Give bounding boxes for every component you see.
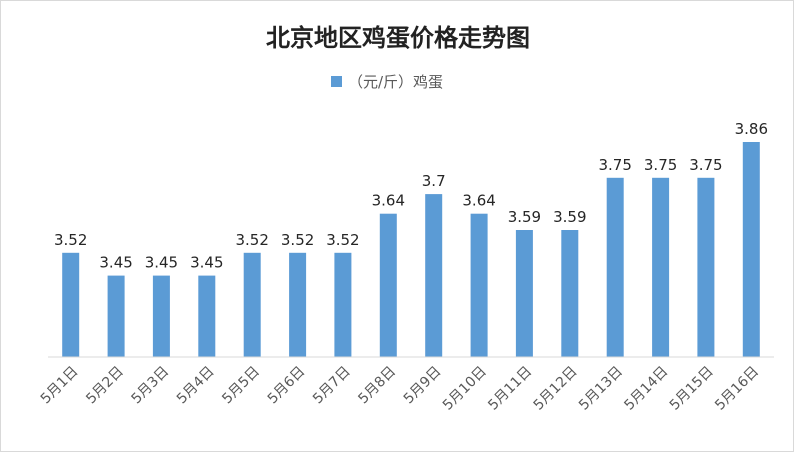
x-tick-label-6: 5月6日 — [265, 364, 309, 408]
bar-4 — [198, 275, 216, 357]
bar-6 — [289, 252, 307, 357]
data-label-7: 3.52 — [326, 231, 359, 249]
data-label-11: 3.59 — [508, 208, 541, 226]
data-label-10: 3.64 — [462, 192, 495, 210]
bar-3 — [152, 275, 170, 357]
bar-5 — [243, 252, 261, 357]
data-label-6: 3.52 — [281, 231, 314, 249]
data-labels-group: 3.52 3.45 3.45 3.45 3.52 3.52 3.52 3.64 3.7 3.64 3… — [54, 120, 768, 272]
x-tick-label-1: 5月1日 — [38, 364, 82, 408]
x-tick-label-7: 5月7日 — [310, 364, 354, 408]
data-label-8: 3.64 — [372, 192, 405, 210]
data-label-15: 3.75 — [689, 156, 722, 174]
chart-title: 北京地区鸡蛋价格走势图 — [266, 24, 530, 52]
data-label-3: 3.45 — [145, 254, 178, 272]
data-label-1: 3.52 — [54, 231, 87, 249]
bar-11 — [515, 230, 533, 357]
x-tick-label-5: 5月5日 — [219, 364, 263, 408]
bar-7 — [334, 252, 352, 357]
x-tick-label-14: 5月14日 — [621, 364, 671, 414]
bar-1 — [62, 252, 80, 357]
data-label-2: 3.45 — [99, 254, 132, 272]
legend-swatch — [331, 76, 342, 87]
bar-15 — [697, 177, 715, 357]
bars-group — [62, 142, 760, 357]
x-tick-label-9: 5月9日 — [401, 364, 445, 408]
bar-9 — [425, 194, 443, 357]
bar-10 — [470, 213, 488, 357]
x-tick-label-15: 5月15日 — [667, 364, 717, 414]
x-tick-labels-group: 5月1日 5月2日 5月3日 5月4日 5月5日 5月6日 5月7日 5月8日 5月9日5月10… — [38, 364, 762, 414]
x-tick-label-11: 5月11日 — [485, 364, 535, 414]
bar-2 — [107, 275, 125, 357]
bar-12 — [561, 230, 579, 357]
x-tick-label-10: 5月10日 — [440, 364, 490, 414]
data-label-13: 3.75 — [598, 156, 631, 174]
data-label-14: 3.75 — [644, 156, 677, 174]
bar-16 — [742, 142, 760, 357]
x-tick-label-4: 5月4日 — [174, 364, 218, 408]
x-tick-label-16: 5月16日 — [712, 364, 762, 414]
bar-13 — [606, 177, 624, 357]
bar-14 — [652, 177, 670, 357]
x-tick-label-13: 5月13日 — [576, 364, 626, 414]
data-label-5: 3.52 — [235, 231, 268, 249]
bar-8 — [379, 213, 397, 357]
x-tick-label-3: 5月3日 — [129, 364, 173, 408]
data-label-4: 3.45 — [190, 254, 223, 272]
x-tick-label-8: 5月8日 — [355, 364, 399, 408]
data-label-12: 3.59 — [553, 208, 586, 226]
legend-label: （元/斤）鸡蛋 — [348, 73, 443, 91]
data-label-9: 3.7 — [422, 172, 446, 190]
x-tick-label-2: 5月2日 — [83, 364, 127, 408]
x-tick-label-12: 5月12日 — [531, 364, 581, 414]
data-label-16: 3.86 — [735, 120, 768, 138]
